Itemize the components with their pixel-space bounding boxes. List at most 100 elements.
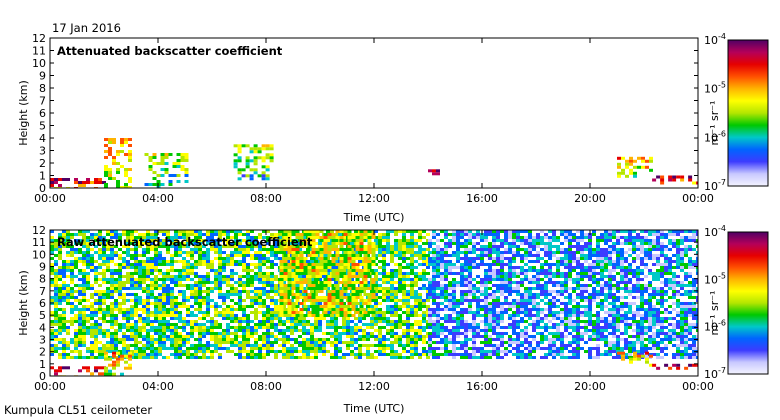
heatmap-cell bbox=[154, 350, 158, 353]
heatmap-cell bbox=[402, 236, 406, 239]
heatmap-cell bbox=[250, 281, 254, 284]
heatmap-cell bbox=[508, 275, 512, 278]
heatmap-cell bbox=[222, 230, 226, 233]
heatmap-cell bbox=[480, 254, 484, 257]
heatmap-cell bbox=[150, 314, 154, 317]
heatmap-cell bbox=[359, 242, 364, 245]
heatmap-cell bbox=[363, 254, 368, 257]
heatmap-cell bbox=[254, 353, 258, 356]
heatmap-cell bbox=[398, 326, 402, 329]
heatmap-cell bbox=[299, 278, 304, 281]
heatmap-cell bbox=[351, 260, 356, 263]
heatmap-cell bbox=[226, 254, 230, 257]
heatmap-cell bbox=[382, 314, 386, 317]
heatmap-cell bbox=[355, 302, 360, 305]
heatmap-cell bbox=[625, 159, 629, 163]
heatmap-cell bbox=[374, 287, 378, 290]
heatmap-cell bbox=[310, 326, 314, 329]
heatmap-cell bbox=[492, 233, 496, 236]
heatmap-cell bbox=[516, 353, 520, 356]
heatmap-cell bbox=[378, 341, 382, 344]
heatmap-cell bbox=[290, 329, 294, 332]
heatmap-cell bbox=[250, 353, 254, 356]
heatmap-cell bbox=[279, 230, 284, 233]
heatmap-cell bbox=[319, 287, 324, 290]
heatmap-cell bbox=[110, 350, 114, 353]
heatmap-cell bbox=[374, 245, 378, 248]
heatmap-cell bbox=[452, 341, 456, 344]
heatmap-cell bbox=[302, 356, 306, 359]
heatmap-cell bbox=[500, 314, 504, 317]
heatmap-cell bbox=[448, 332, 452, 335]
heatmap-cell bbox=[350, 338, 354, 341]
heatmap-cell bbox=[242, 341, 246, 344]
heatmap-cell bbox=[290, 317, 294, 320]
heatmap-cell bbox=[330, 278, 334, 281]
heatmap-cell bbox=[162, 347, 166, 350]
heatmap-cell bbox=[176, 159, 181, 162]
heatmap-cell bbox=[456, 251, 460, 254]
heatmap-cell bbox=[250, 239, 254, 242]
heatmap-cell bbox=[350, 353, 354, 356]
heatmap-cell bbox=[110, 269, 114, 272]
heatmap-cell bbox=[142, 317, 146, 320]
heatmap-cell bbox=[331, 302, 336, 305]
heatmap-cell bbox=[464, 332, 468, 335]
heatmap-cell bbox=[343, 254, 348, 257]
heatmap-cell bbox=[66, 245, 70, 248]
heatmap-cell bbox=[287, 236, 292, 239]
heatmap-cell bbox=[347, 299, 352, 302]
heatmap-cell bbox=[484, 329, 488, 332]
heatmap-cell bbox=[524, 275, 528, 278]
heatmap-cell bbox=[202, 233, 206, 236]
heatmap-cell bbox=[218, 335, 222, 338]
heatmap-cell bbox=[283, 290, 288, 293]
heatmap-cell bbox=[528, 236, 532, 239]
heatmap-cell bbox=[128, 186, 132, 188]
heatmap-cell bbox=[86, 305, 90, 308]
heatmap-cell bbox=[338, 326, 342, 329]
heatmap-cell bbox=[254, 302, 258, 305]
heatmap-cell bbox=[50, 266, 54, 269]
heatmap-cell bbox=[102, 347, 106, 350]
heatmap-cell bbox=[500, 305, 504, 308]
heatmap-cell bbox=[126, 278, 130, 281]
heatmap-cell bbox=[500, 350, 504, 353]
heatmap-cell bbox=[146, 251, 150, 254]
heatmap-cell bbox=[394, 323, 398, 326]
heatmap-cell bbox=[480, 263, 484, 266]
heatmap-cell bbox=[303, 230, 308, 233]
heatmap-cell bbox=[274, 305, 278, 308]
heatmap-cell bbox=[170, 329, 174, 332]
heatmap-cell bbox=[146, 299, 150, 302]
heatmap-cell bbox=[315, 275, 320, 278]
heatmap-cell bbox=[560, 317, 564, 320]
heatmap-cell bbox=[174, 239, 178, 242]
heatmap-cell bbox=[402, 287, 406, 290]
heatmap-cell bbox=[78, 239, 82, 242]
heatmap-cell bbox=[150, 347, 154, 350]
heatmap-cell bbox=[142, 239, 146, 242]
heatmap-cell bbox=[270, 335, 274, 338]
heatmap-cell bbox=[323, 233, 328, 236]
heatmap-cell bbox=[237, 159, 242, 163]
heatmap-cell bbox=[556, 329, 560, 332]
heatmap-cell bbox=[178, 293, 182, 296]
heatmap-cell bbox=[198, 302, 202, 305]
heatmap-cell bbox=[476, 290, 480, 293]
heatmap-cell bbox=[218, 353, 222, 356]
heatmap-cell bbox=[398, 266, 402, 269]
heatmap-cell bbox=[480, 278, 484, 281]
heatmap-cell bbox=[82, 233, 86, 236]
heatmap-cell bbox=[382, 281, 386, 284]
heatmap-cell bbox=[346, 344, 350, 347]
heatmap-cell bbox=[94, 311, 98, 314]
heatmap-cell bbox=[371, 296, 376, 299]
heatmap-cell bbox=[354, 326, 358, 329]
heatmap-cell bbox=[106, 305, 110, 308]
heatmap-cell bbox=[210, 353, 214, 356]
heatmap-cell bbox=[206, 311, 210, 314]
heatmap-cell bbox=[456, 353, 460, 356]
heatmap-cell bbox=[460, 230, 464, 233]
heatmap-cell bbox=[122, 230, 126, 233]
